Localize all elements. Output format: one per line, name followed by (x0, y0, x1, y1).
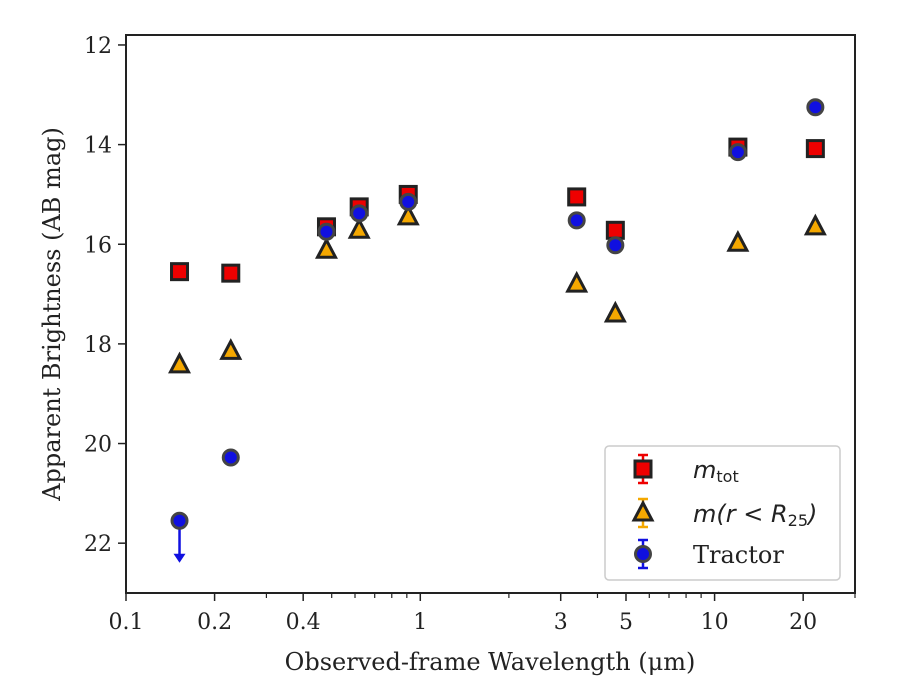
data-point-circle (350, 204, 369, 223)
data-point-triangle (396, 203, 420, 226)
legend-marker-triangle (631, 497, 655, 529)
y-tick-label: 22 (84, 532, 112, 557)
x-tick-label: 5 (619, 610, 633, 635)
data-point-square (567, 187, 587, 207)
legend-entry-mtot: mtot (633, 453, 739, 486)
legend-label-tractor: Tractor (693, 541, 784, 569)
y-tick-label: 18 (84, 333, 112, 358)
legend-marker-shape (631, 499, 655, 522)
x-tick-label: 1 (413, 610, 427, 635)
x-tick-label: 10 (701, 610, 729, 635)
data-point-circle (221, 448, 240, 467)
data-point-triangle (219, 338, 243, 360)
legend-marker-shape (634, 545, 652, 563)
legend-label-m-r-r25: m(r < R25) (693, 500, 817, 530)
legend-label-mtot-main: m (693, 456, 716, 484)
data-point-circle (317, 222, 336, 241)
y-tick-label: 16 (84, 233, 112, 258)
upper-limit-arrowhead (173, 553, 186, 563)
data-point-square (605, 220, 625, 240)
legend: mtot m(r < R25) Tractor (604, 445, 841, 581)
data-point-circle (567, 211, 586, 230)
legend-label-mtot: mtot (693, 456, 739, 486)
data-point-circle (170, 511, 189, 530)
legend-marker-circle (634, 538, 652, 570)
legend-entry-m-r-r25: m(r < R25) (631, 497, 817, 530)
x-tick-label: 0.1 (109, 610, 144, 635)
legend-label-m-r-r25-close: ) (806, 500, 817, 528)
plot-frame (125, 34, 856, 594)
legend-entry-tractor: Tractor (634, 538, 784, 570)
y-tick-label: 12 (84, 34, 112, 59)
data-point-triangle (347, 217, 371, 239)
data-point-triangle (565, 270, 589, 293)
legend-marker-shape (633, 459, 653, 479)
data-point-triangle (314, 237, 338, 259)
series-circle (170, 98, 825, 563)
y-axis-ticks: 12 14 16 18 20 22 (84, 34, 126, 557)
y-axis-label: Apparent Brightness (AB mag) (38, 127, 66, 502)
legend-label-m-r-r25-sub: 25 (788, 511, 808, 530)
data-point-triangle (803, 213, 827, 236)
data-point-circle (399, 192, 418, 211)
data-point-circle (806, 98, 825, 117)
legend-marker-square (633, 453, 653, 485)
data-point-square (805, 139, 825, 159)
data-point-circle (606, 236, 625, 255)
data-series (168, 98, 827, 563)
y-tick-label: 20 (84, 433, 112, 458)
x-tick-label: 20 (789, 610, 817, 635)
legend-label-m-r-r25-main: m(r < R (693, 500, 788, 528)
data-point-triangle (603, 300, 627, 323)
x-tick-label: 3 (554, 610, 568, 635)
data-point-triangle (726, 230, 750, 252)
x-tick-label: 0.2 (197, 610, 232, 635)
x-tick-label: 0.4 (286, 610, 321, 635)
data-point-circle (728, 143, 747, 162)
x-axis-ticks: 0.1 0.2 0.4 1 3 5 10 20 (109, 593, 856, 635)
legend-label-mtot-sub: tot (716, 467, 738, 486)
series-triangle (168, 203, 827, 374)
data-point-square (221, 263, 241, 283)
x-axis-label: Observed-frame Wavelength (μm) (285, 648, 696, 676)
legend-frame (604, 445, 841, 581)
data-point-triangle (168, 351, 192, 374)
y-tick-label: 14 (84, 134, 112, 159)
data-point-square (170, 262, 190, 282)
